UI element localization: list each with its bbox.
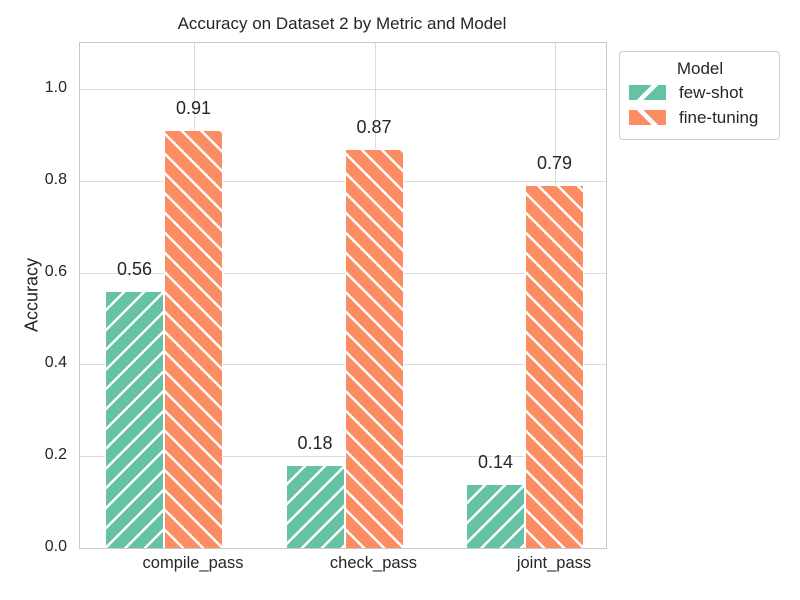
gridline-y-0.8 [80, 180, 606, 182]
ytick-label-0.4: 0.4 [44, 354, 67, 372]
plot-area: 0.56 0.18 0.14 0.91 0.87 0.79 [79, 42, 607, 549]
bar-value-fine-tuning-compile_pass: 0.91 [175, 98, 212, 119]
legend-row-fine-tuning: fine-tuning [629, 105, 771, 130]
ytick-label-0.0: 0.0 [44, 538, 67, 555]
bar-value-few-shot-check_pass: 0.18 [297, 433, 333, 454]
legend-swatch-fine-tuning [629, 110, 666, 125]
chart-title: Accuracy on Dataset 2 by Metric and Mode… [177, 14, 507, 33]
ytick-label-0.8: 0.8 [44, 170, 67, 188]
gridline-y-0.2 [80, 456, 606, 458]
bar-few-shot-joint_pass [466, 483, 525, 548]
bar-value-few-shot-joint_pass: 0.14 [477, 451, 514, 472]
gridline-y-0.6 [80, 272, 606, 274]
legend-title: Model [676, 59, 724, 78]
bar-few-shot-compile_pass [105, 290, 164, 548]
legend-row-few-shot: few-shot [629, 80, 771, 105]
bar-value-fine-tuning-check_pass: 0.87 [356, 116, 392, 137]
bar-fine-tuning-compile_pass [164, 130, 223, 548]
bar-value-fine-tuning-joint_pass: 0.79 [536, 153, 573, 174]
ytick-label-0.2: 0.2 [44, 446, 67, 464]
legend-entries: few-shot fine-tuning [629, 80, 771, 130]
ytick-label-1.0: 1.0 [44, 78, 67, 96]
legend: Model few-shot fine-tuning [619, 51, 780, 140]
xtick-label-joint_pass: joint_pass [516, 554, 592, 572]
bar-few-shot-check_pass [285, 465, 345, 548]
ytick-label-0.6: 0.6 [44, 262, 67, 280]
bar-fine-tuning-check_pass [344, 148, 404, 548]
legend-swatch-few-shot [629, 85, 666, 100]
bar-fine-tuning-joint_pass [525, 185, 584, 548]
gridline-y-0.4 [80, 364, 606, 366]
bar-value-few-shot-compile_pass: 0.56 [116, 258, 153, 279]
legend-label-few-shot: few-shot [679, 82, 744, 102]
xtick-label-compile_pass: compile_pass [142, 554, 244, 572]
gridline-y-1 [80, 88, 606, 90]
legend-label-fine-tuning: fine-tuning [679, 107, 759, 127]
xtick-label-check_pass: check_pass [329, 554, 418, 572]
